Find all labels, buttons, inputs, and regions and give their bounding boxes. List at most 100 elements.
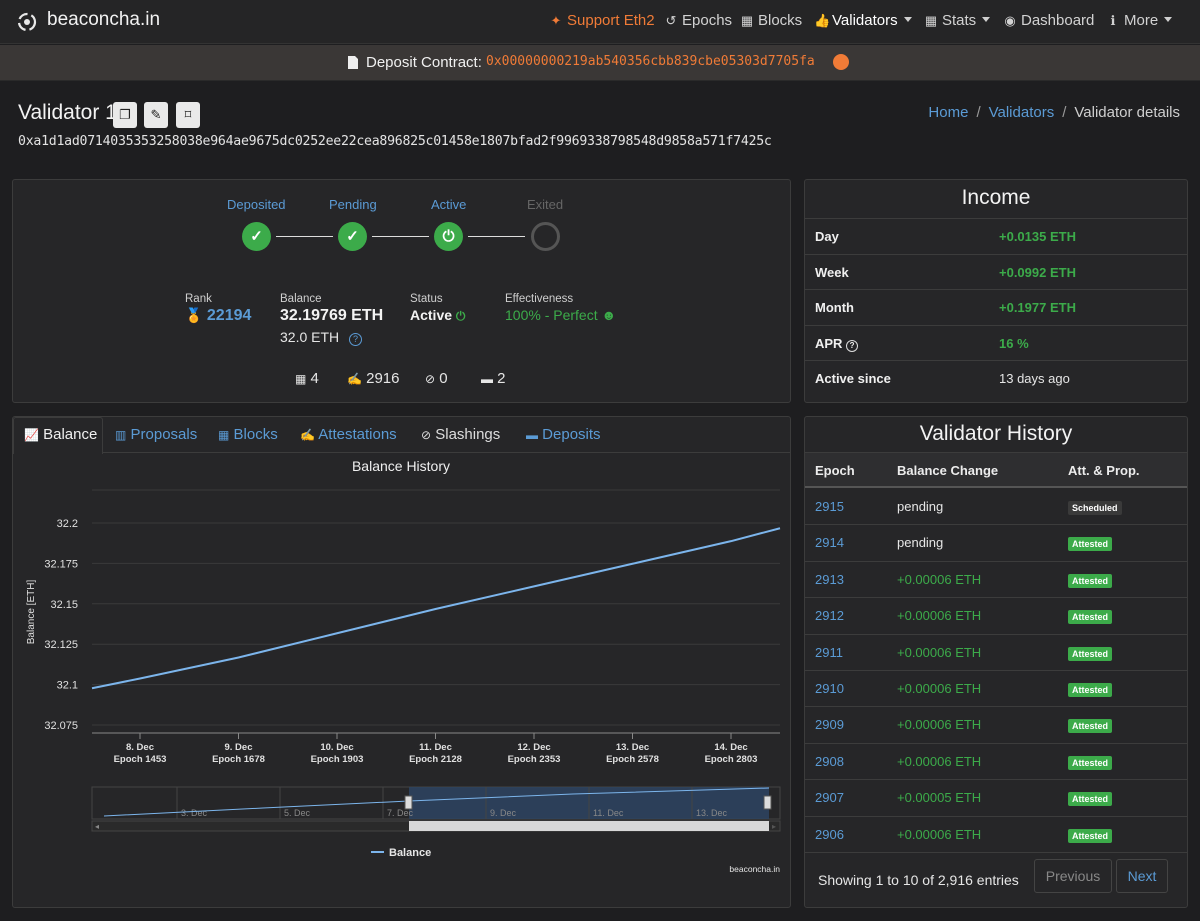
validator-history-card	[804, 416, 1188, 908]
epoch-link[interactable]: 2906	[815, 826, 844, 842]
effectiveness-value: 100% - Perfect ☻	[505, 307, 617, 323]
epoch-link[interactable]: 2908	[815, 753, 844, 769]
cubes-icon: ▦	[218, 428, 230, 442]
table-row: 2909 +0.00006 ETH Attested	[805, 707, 1187, 744]
nav-blocks[interactable]: ▦ Blocks	[740, 12, 803, 29]
slashings-count[interactable]: ⊘ 0	[425, 370, 448, 387]
x-tick-date: 11. Dec	[419, 742, 452, 753]
epoch-link[interactable]: 2911	[815, 644, 843, 660]
navigator-label: 11. Dec	[593, 808, 624, 818]
chevron-down-icon	[982, 17, 991, 22]
x-tick-epoch: Epoch 2353	[508, 754, 561, 765]
effectiveness-label: Effectiveness	[505, 293, 574, 305]
next-button[interactable]: Next	[1116, 859, 1168, 893]
copy-address-icon[interactable]	[833, 54, 849, 70]
status-badge: Attested	[1068, 573, 1113, 588]
income-value: +0.0992 ETH	[999, 264, 1076, 280]
nav-validators[interactable]: 👍 Validators	[814, 12, 912, 29]
income-label: APR ?	[815, 336, 859, 352]
income-value: 13 days ago	[999, 371, 1070, 386]
deposits-count[interactable]: ▬ 2	[481, 370, 506, 387]
scroll-left-icon: ◂	[95, 822, 99, 831]
y-axis-label: Balance [ETH]	[26, 580, 37, 645]
nav-epochs[interactable]: ↺ Epochs	[665, 12, 733, 29]
bookmark-button[interactable]: ⌑	[176, 102, 200, 128]
smile-icon: ☻	[601, 307, 617, 323]
attestations-count[interactable]: ✍ 2916	[347, 370, 400, 387]
epoch-link[interactable]: 2909	[815, 717, 844, 733]
help-icon[interactable]: ?	[846, 339, 859, 352]
tab-balance[interactable]: 📈 Balance	[24, 426, 98, 443]
brand-name[interactable]: beaconcha.in	[47, 9, 161, 30]
wallet-icon: ▬	[481, 372, 493, 386]
balance-change: +0.00005 ETH	[897, 790, 982, 806]
help-icon[interactable]: ?	[349, 333, 363, 346]
status-label: Status	[410, 293, 443, 305]
epoch-link[interactable]: 2910	[815, 681, 844, 696]
nav-support-eth2[interactable]: ✦ Support Eth2	[550, 12, 655, 29]
beaconchain-logo-icon[interactable]	[16, 11, 38, 33]
breadcrumb-validators[interactable]: Validators	[988, 104, 1055, 121]
copy-button[interactable]: ❐	[113, 102, 137, 128]
tab-slashings[interactable]: ⊘ Slashings	[421, 426, 501, 443]
income-row-week: Week +0.0992 ETH	[805, 253, 1187, 290]
check-icon: ✓	[242, 222, 271, 251]
tab-blocks[interactable]: ▦ Blocks	[218, 426, 278, 443]
income-value: +0.0135 ETH	[999, 229, 1076, 244]
edit-button[interactable]: ✎	[144, 102, 168, 128]
power-icon: ⏻	[455, 309, 466, 323]
breadcrumb-home[interactable]: Home	[928, 104, 969, 121]
chevron-down-icon	[1164, 17, 1173, 22]
deposit-contract-bar: Deposit Contract: 0x00000000219ab540356c…	[0, 45, 1200, 81]
tab-proposals[interactable]: ▥ Proposals	[115, 426, 198, 443]
tab-attestations[interactable]: ✍ Attestations	[300, 426, 397, 443]
step-label-deposited: Deposited	[227, 197, 286, 212]
column-att-prop[interactable]: Att. & Prop.	[1068, 463, 1140, 478]
column-epoch[interactable]: Epoch	[815, 463, 855, 478]
breadcrumb-current: Validator details	[1074, 104, 1180, 121]
column-balance-change[interactable]: Balance Change	[897, 463, 999, 478]
x-tick-date: 12. Dec	[517, 742, 550, 753]
chart-tabs	[13, 417, 790, 453]
epoch-link[interactable]: 2914	[815, 535, 844, 551]
balance-change: +0.00006 ETH	[897, 826, 982, 842]
status-badge: Attested	[1068, 828, 1113, 843]
nav-dashboard[interactable]: ◉ Dashboard	[1004, 12, 1095, 29]
income-label: Week	[815, 264, 849, 280]
status-badge: Attested	[1068, 683, 1113, 697]
bar-chart-icon: ▥	[115, 428, 127, 442]
income-label: Month	[815, 300, 854, 315]
step-connector	[276, 236, 333, 237]
step-label-pending: Pending	[329, 197, 377, 212]
status-badge: Attested	[1068, 755, 1113, 770]
navigator-label: 5. Dec	[284, 808, 311, 818]
epoch-link[interactable]: 2912	[815, 608, 844, 624]
nav-more[interactable]: ℹ More	[1106, 12, 1173, 29]
history-table-header: Epoch Balance Change Att. & Prop.	[805, 452, 1187, 488]
line-chart-icon: 📈	[24, 428, 39, 442]
nav-stats[interactable]: ▦ Stats	[924, 12, 991, 29]
navigator-label: 7. Dec	[387, 808, 414, 818]
epoch-link[interactable]: 2915	[815, 499, 844, 514]
previous-button[interactable]: Previous	[1034, 859, 1112, 893]
tab-balance-frame	[13, 417, 103, 454]
y-tick-label: 32.125	[44, 639, 78, 651]
rank-value[interactable]: 🏅 22194	[185, 307, 252, 324]
epoch-link[interactable]: 2913	[815, 571, 844, 587]
info-icon: ℹ	[1110, 13, 1116, 28]
deposit-contract-address[interactable]: 0x00000000219ab540356cbb839cbe05303d7705…	[486, 54, 815, 69]
epoch-link[interactable]: 2907	[815, 790, 844, 806]
user-slash-icon: ⊘	[421, 428, 432, 442]
effective-balance: 32.0 ETH ?	[280, 329, 363, 346]
x-tick-epoch: Epoch 2128	[409, 754, 462, 765]
income-value: +0.1977 ETH	[999, 300, 1076, 315]
status-badge: Attested	[1068, 792, 1113, 807]
step-connector	[468, 236, 525, 237]
table-row: 2911 +0.00006 ETH Attested	[805, 635, 1187, 671]
navigator-label: 13. Dec	[696, 808, 728, 818]
tab-deposits[interactable]: ▬ Deposits	[526, 426, 601, 443]
x-tick-epoch: Epoch 2803	[705, 754, 758, 765]
blocks-count[interactable]: ▦ 4	[295, 370, 319, 387]
step-label-exited: Exited	[527, 197, 564, 212]
balance-value: 32.19769 ETH	[280, 307, 384, 324]
